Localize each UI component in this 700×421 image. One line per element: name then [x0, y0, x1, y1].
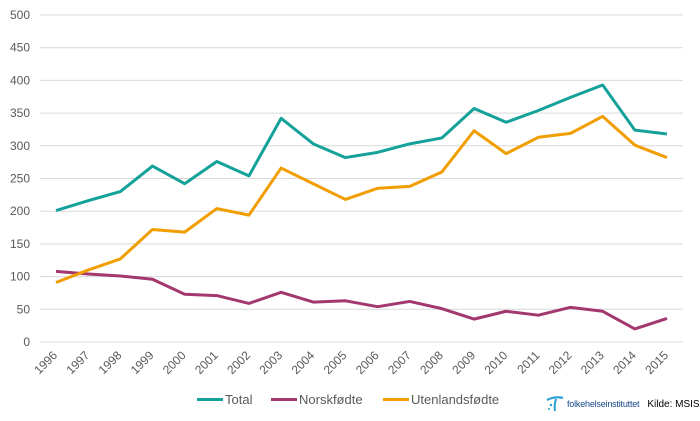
series-line-norskfodte [55, 269, 668, 331]
y-tick-label: 400 [10, 73, 30, 87]
legend-item-utenlandsfodte: Utenlandsfødte [383, 392, 499, 407]
x-tick-label: 2001 [192, 348, 221, 377]
x-tick-label: 1999 [128, 348, 157, 377]
y-tick-label: 350 [10, 106, 30, 120]
source-label: Kilde: MSIS [647, 398, 700, 410]
legend-label-norskfodte: Norskfødte [299, 392, 363, 407]
y-axis-ticks: 0 50 100 150 200 250 300 350 400 450 500 [10, 8, 30, 349]
x-tick-label: 2003 [256, 348, 285, 377]
x-tick-label: 2009 [449, 348, 478, 377]
y-tick-label: 300 [10, 139, 30, 153]
y-tick-label: 150 [10, 237, 30, 251]
x-axis-ticks: 1996 1997 1998 1999 2000 2001 2002 2003 2004 2005… [31, 348, 671, 377]
y-tick-label: 0 [23, 335, 30, 349]
legend-swatch-total [197, 398, 223, 401]
legend-swatch-utenlandsfodte [383, 398, 409, 401]
fhi-logo-icon [546, 396, 564, 412]
source-footer: folkehelseinstituttet Kilde: MSIS [545, 396, 700, 412]
x-tick-label: 1998 [96, 348, 125, 377]
gridlines [40, 14, 683, 343]
y-tick-label: 50 [17, 302, 31, 316]
x-tick-label: 2007 [385, 348, 414, 377]
x-tick-label: 1996 [31, 348, 60, 377]
x-tick-label: 2000 [160, 348, 189, 377]
y-tick-label: 250 [10, 172, 30, 186]
x-tick-label: 2006 [353, 348, 382, 377]
series-line-utenlandsfodte [55, 114, 668, 284]
x-tick-label: 2013 [578, 348, 607, 377]
y-tick-label: 450 [10, 41, 30, 55]
legend-swatch-norskfodte [271, 398, 297, 401]
series-lines [55, 83, 668, 331]
x-tick-label: 2002 [224, 348, 253, 377]
x-tick-label: 1997 [63, 348, 92, 377]
y-tick-label: 500 [10, 8, 30, 22]
y-tick-label: 100 [10, 270, 30, 284]
legend-item-total: Total [197, 392, 252, 407]
series-line-total [55, 83, 668, 212]
legend-label-utenlandsfodte: Utenlandsfødte [411, 392, 500, 407]
legend-label-total: Total [225, 392, 253, 407]
legend: Total Norskfødte Utenlandsfødte [0, 392, 700, 412]
x-tick-label: 2010 [482, 348, 511, 377]
y-tick-label: 200 [10, 204, 30, 218]
x-tick-label: 2014 [610, 348, 639, 377]
x-tick-label: 2011 [514, 348, 542, 376]
x-tick-label: 2008 [417, 348, 446, 377]
x-tick-label: 2004 [289, 348, 318, 377]
logo-text: folkehelseinstituttet [567, 399, 640, 409]
x-tick-label: 2015 [642, 348, 671, 377]
legend-item-norskfodte: Norskfødte [271, 392, 363, 407]
x-tick-label: 2012 [546, 348, 575, 377]
x-tick-label: 2005 [321, 348, 350, 377]
